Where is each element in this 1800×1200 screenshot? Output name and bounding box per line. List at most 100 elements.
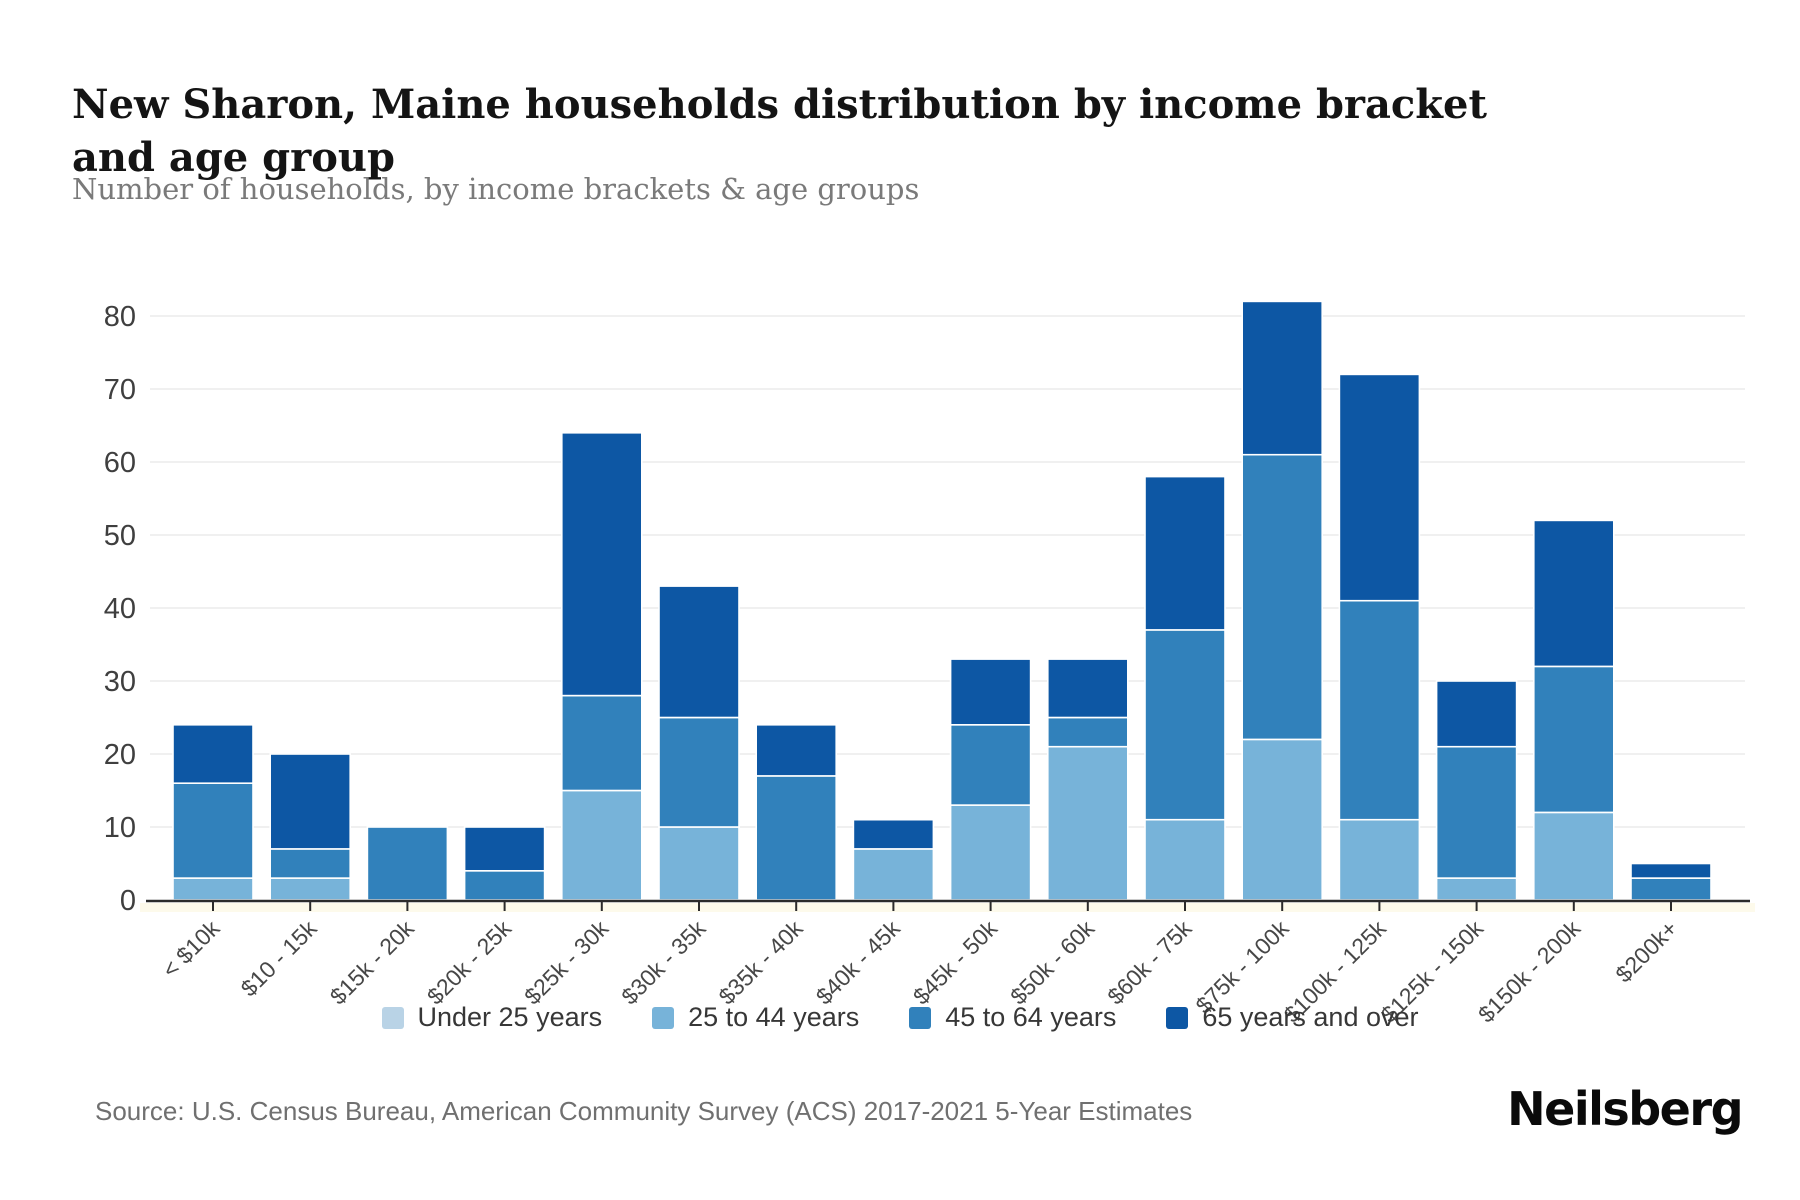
bar-segment (172, 877, 254, 901)
x-category-label: $30k - 35k (616, 915, 711, 1010)
bar-segment (269, 848, 352, 879)
bar-$15k - 20k (366, 826, 449, 901)
bar-segment (172, 782, 254, 879)
y-tick-label: 60 (104, 447, 136, 479)
bar-segment (1435, 877, 1518, 901)
bar-$200k+ (1630, 862, 1712, 901)
bar-segment (1144, 818, 1226, 901)
bars (172, 300, 1712, 901)
legend-item: 25 to 44 years (652, 1002, 859, 1033)
y-tick-label: 20 (104, 739, 136, 771)
bar-segment (852, 818, 935, 850)
bar-segment (755, 775, 838, 901)
legend-label: 65 years and over (1202, 1002, 1419, 1032)
legend-swatch-icon (909, 1006, 932, 1029)
bar-segment (1630, 862, 1712, 879)
x-category-label: < $10k (157, 915, 225, 983)
bar-segment (949, 658, 1032, 726)
bar-segment (1241, 738, 1323, 901)
legend-swatch-icon (1166, 1006, 1189, 1029)
bar-segment (1533, 811, 1615, 901)
y-tick-label: 0 (120, 885, 136, 917)
x-category-label: $20k - 25k (422, 915, 517, 1010)
source-attribution: Source: U.S. Census Bureau, American Com… (95, 1096, 1193, 1126)
bar-$125k - 150k (1435, 680, 1518, 901)
bar-segment (1533, 519, 1615, 668)
bar-segment (1630, 877, 1712, 901)
bar-$45k - 50k (949, 658, 1032, 901)
bar-< $10k (172, 723, 254, 901)
bar-segment (1047, 716, 1129, 748)
legend-item: Under 25 years (381, 1002, 603, 1033)
bar-segment (1338, 373, 1421, 602)
bar-segment (269, 877, 352, 901)
x-category-label: $50k - 60k (1005, 915, 1100, 1010)
y-tick-label: 10 (104, 812, 136, 844)
bar-segment (755, 723, 838, 777)
legend-item: 45 to 64 years (909, 1002, 1116, 1033)
bar-segment (1533, 665, 1615, 814)
page-title: New Sharon, Maine households distributio… (72, 80, 1487, 181)
bar-segment (463, 869, 546, 901)
bar-segment (949, 804, 1032, 901)
legend-swatch-icon (381, 1006, 404, 1029)
x-category-label: $45k - 50k (908, 915, 1003, 1010)
bar-segment (1338, 599, 1421, 821)
bar-$60k - 75k (1144, 475, 1226, 901)
bar-$20k - 25k (463, 826, 546, 901)
chart-subtitle: Number of households, by income brackets… (72, 172, 920, 206)
bar-$35k - 40k (755, 723, 838, 901)
bar-segment (560, 789, 643, 901)
x-category-label: $200k+ (1610, 915, 1682, 987)
x-category-label: $25k - 30k (519, 915, 614, 1010)
bar-segment (1241, 453, 1323, 741)
bar-segment (1338, 818, 1421, 901)
x-category-label: $10 - 15k (236, 915, 323, 1002)
bar-$50k - 60k (1047, 658, 1129, 901)
bar-segment (1144, 629, 1226, 821)
bar-segment (366, 826, 449, 901)
bar-segment (658, 585, 740, 719)
legend-item: 65 years and over (1166, 1002, 1419, 1033)
bar-segment (172, 723, 254, 784)
y-tick-labels: 0 10 20 30 40 50 60 70 80 (104, 301, 136, 917)
bar-segment (949, 723, 1032, 806)
bar-$100k - 125k (1338, 373, 1421, 901)
x-category-label: $35k - 40k (713, 915, 808, 1010)
y-tick-label: 50 (104, 520, 136, 552)
legend-label: 25 to 44 years (688, 1002, 860, 1032)
legend-swatch-icon (652, 1006, 675, 1029)
bar-segment (1047, 745, 1129, 901)
neilsberg-logo: Neilsberg (1507, 1082, 1743, 1136)
bar-$10 - 15k (269, 753, 352, 901)
bar-segment (1241, 300, 1323, 456)
bar-segment (269, 753, 352, 850)
baseline-highlight (140, 903, 1755, 912)
legend-label: 45 to 64 years (945, 1002, 1117, 1032)
y-tick-label: 30 (104, 666, 136, 698)
bar-segment (463, 826, 546, 872)
bar-$75k - 100k (1241, 300, 1323, 901)
x-category-label: $15k - 20k (325, 915, 420, 1010)
bar-segment (1144, 475, 1226, 631)
bar-segment (658, 826, 740, 901)
bar-segment (1047, 658, 1129, 719)
y-tick-label: 80 (104, 301, 136, 333)
chart-legend: Under 25 years 25 to 44 years 45 to 64 yea… (0, 1002, 1800, 1033)
bar-segment (1435, 680, 1518, 748)
y-tick-label: 40 (104, 593, 136, 625)
bar-segment (1435, 745, 1518, 879)
bar-$25k - 30k (560, 431, 643, 901)
bar-segment (658, 716, 740, 828)
bar-segment (560, 431, 643, 697)
y-tick-label: 70 (104, 374, 136, 406)
bar-segment (560, 694, 643, 792)
legend-label: Under 25 years (417, 1002, 603, 1032)
bar-segment (852, 848, 935, 901)
bar-$30k - 35k (658, 585, 740, 901)
x-category-label: $40k - 45k (811, 915, 906, 1010)
x-tick-marks (212, 902, 1672, 911)
bar-$40k - 45k (852, 818, 935, 901)
bar-$150k - 200k (1533, 519, 1615, 901)
